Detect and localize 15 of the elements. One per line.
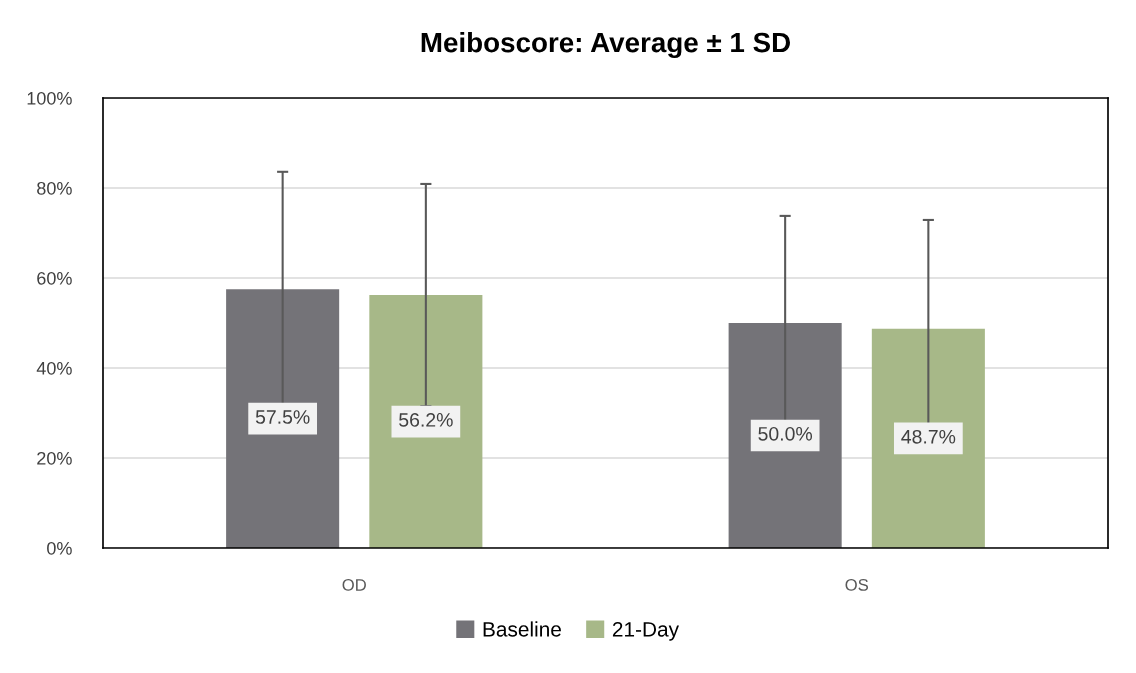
y-tick-label: 60%: [37, 271, 72, 285]
y-tick-label: 100%: [27, 91, 72, 105]
y-tick-label: 20%: [37, 451, 72, 465]
data-label: 48.7%: [901, 429, 956, 444]
data-label: 56.2%: [399, 413, 453, 427]
y-tick-label: 0%: [47, 541, 72, 555]
chart-title: Meiboscore: Average ± 1 SD: [421, 31, 790, 59]
x-tick-label: OD: [342, 579, 366, 591]
data-label: 50.0%: [758, 426, 813, 441]
x-tick-label: OS: [845, 579, 869, 591]
y-tick-label: 80%: [37, 181, 72, 195]
data-label: 57.5%: [255, 410, 310, 424]
legend-label: Baseline: [483, 621, 561, 637]
legend-label: 21-Day: [612, 621, 679, 641]
y-tick-label: 40%: [36, 361, 72, 375]
